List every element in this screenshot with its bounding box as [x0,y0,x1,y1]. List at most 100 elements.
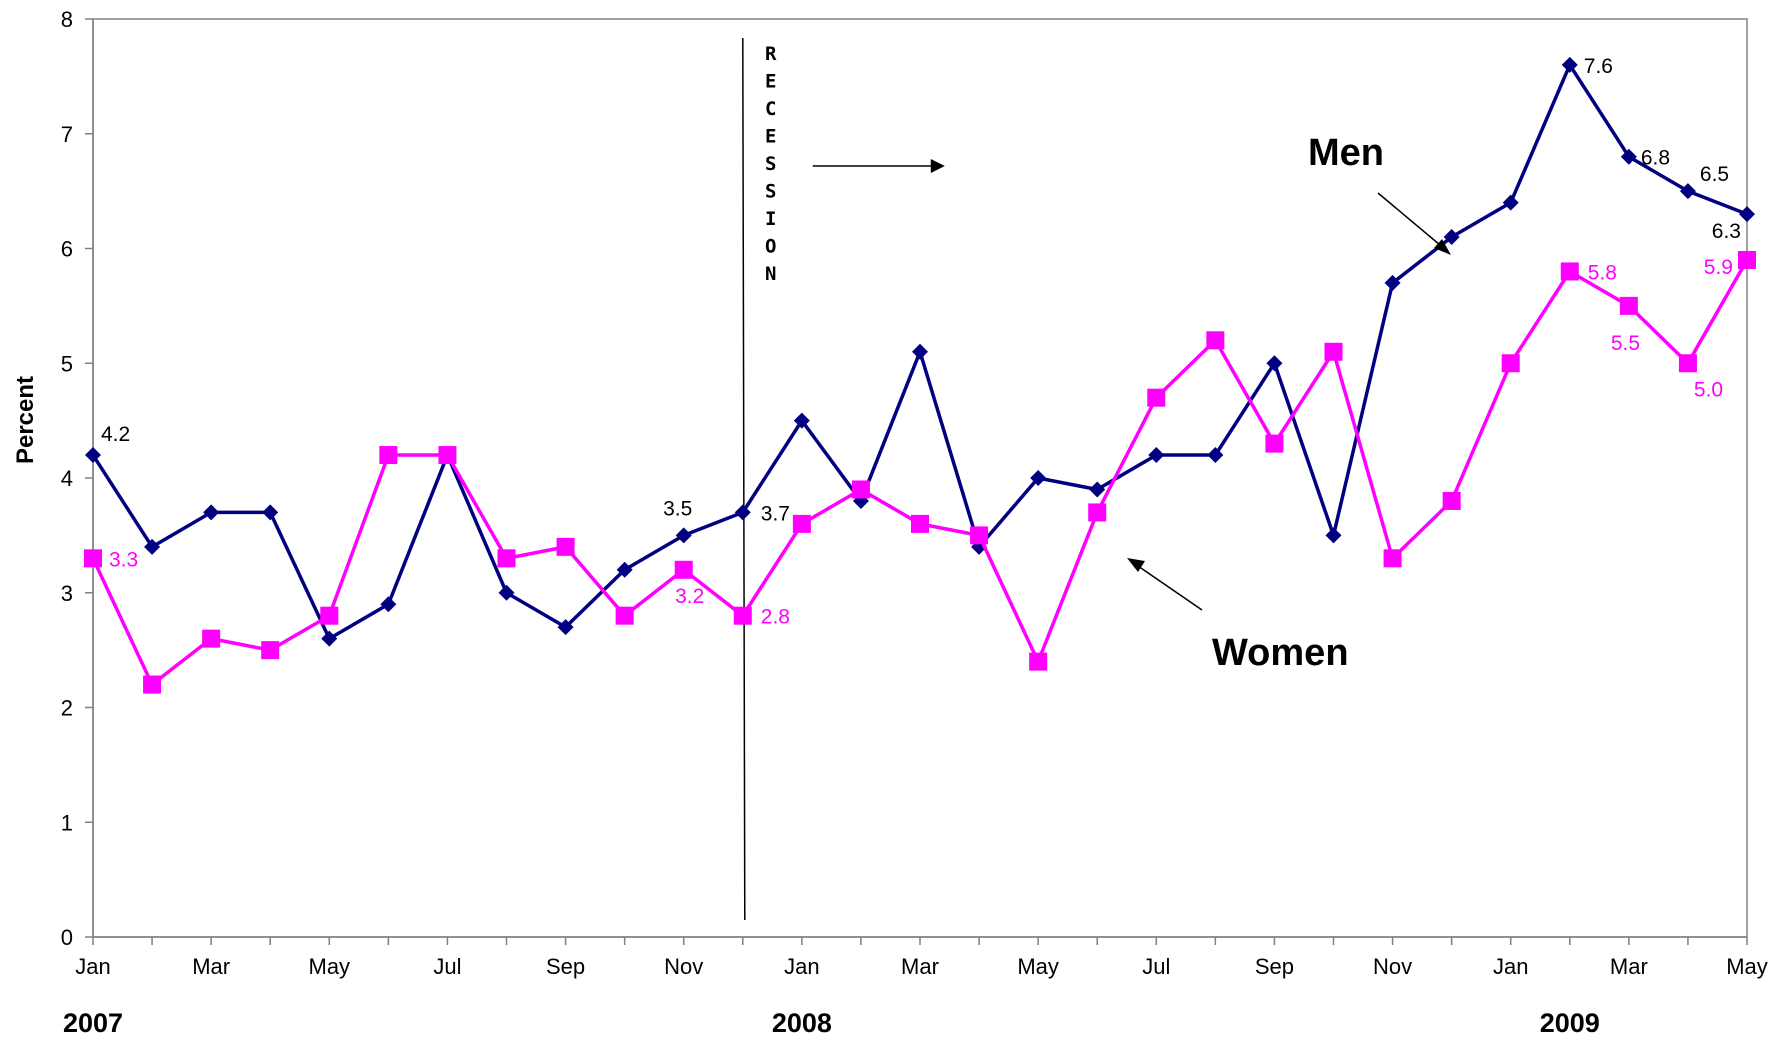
data-point [1678,354,1697,373]
series-callouts: Men Women [1127,132,1451,674]
data-point [1148,447,1165,464]
year-label: 2007 [63,1008,123,1038]
men-data-label: 6.5 [1700,163,1729,186]
y-tick-label: 2 [61,696,73,721]
data-point [1502,194,1519,211]
y-tick-label: 7 [61,122,73,147]
data-point [1325,527,1342,544]
recession-letter: S [765,181,776,203]
data-point [1207,447,1224,464]
data-point [1088,503,1107,522]
data-point [1561,56,1578,73]
data-point [1443,229,1460,246]
data-point [1738,250,1756,269]
men-data-label: 6.3 [1712,220,1741,243]
data-point [261,641,280,660]
data-point [1089,481,1106,498]
year-label: 2009 [1540,1008,1600,1038]
data-point [1739,206,1755,223]
women-arrow-head [1127,558,1145,572]
x-tick-label: May [309,954,351,979]
women-data-label: 5.0 [1694,378,1723,401]
data-point [320,606,339,625]
data-point [733,606,752,625]
recession-line [742,37,746,921]
men-data-label: 4.2 [101,423,130,446]
y-tick-label: 4 [61,466,73,491]
recession-letter: R [765,43,777,65]
women-data-label: 5.9 [1704,256,1733,279]
y-tick-label: 6 [61,237,73,262]
x-tick-label: Jan [1493,954,1528,979]
x-tick-label: Sep [546,954,585,979]
data-point [851,480,870,499]
series-layer [84,56,1756,694]
y-tick-label: 3 [61,581,73,606]
recession-letter: I [765,208,776,230]
y-axis: 0 1 2 3 4 5 6 7 8 [61,7,94,950]
data-point [1030,470,1047,486]
data-point [379,446,398,465]
data-point [557,619,574,636]
data-point [674,560,693,579]
data-point [616,561,633,578]
data-point [438,446,457,465]
y-tick-label: 8 [61,7,73,32]
recession-arrow-head [930,159,945,173]
women-data-label: 5.5 [1611,332,1640,355]
data-point [970,526,989,545]
y-axis-title: Percent [12,376,39,464]
data-point [1206,331,1225,350]
men-series-title: Men [1308,132,1384,174]
data-point [675,527,692,544]
data-labels: 4.2 3.5 3.7 7.6 6.8 6.5 6.3 3.3 3.2 2.8 5.8 5.5 5.0 5… [101,55,1741,629]
data-point [1619,296,1638,315]
data-point [1560,262,1579,281]
women-data-label: 3.2 [675,585,704,608]
data-point [262,504,279,521]
women-data-label: 5.8 [1588,261,1617,284]
recession-letter: S [765,153,776,175]
x-tick-label: Mar [192,954,230,979]
women-data-label: 3.3 [109,548,138,571]
recession-letter: E [765,71,776,93]
data-point [1265,434,1284,453]
data-point [1383,549,1402,568]
x-tick-label: Nov [664,954,703,979]
data-point [380,596,397,613]
data-point [1442,491,1461,510]
data-point [85,447,101,464]
recession-letter: C [765,98,776,120]
x-tick-label: Jul [433,954,461,979]
data-point [1501,354,1520,373]
data-point [202,629,221,648]
data-point [911,514,929,533]
data-point [1324,342,1343,361]
recession-letter: E [765,126,776,148]
data-point [615,606,634,625]
x-tick-label: Jan [784,954,819,979]
recession-letter: O [765,236,776,258]
plot-border [92,18,1748,938]
data-point [1029,652,1048,671]
data-point [498,584,515,601]
data-point [1266,355,1283,372]
data-point [556,537,575,556]
x-tick-label: Mar [1610,954,1648,979]
x-tick-label: Mar [901,954,939,979]
series-line [91,259,1749,687]
series-men [85,56,1755,647]
data-point [203,504,220,521]
data-point [143,675,162,694]
men-data-label: 6.8 [1641,147,1670,170]
men-data-label: 3.7 [761,502,790,525]
data-point [793,412,810,429]
data-point [792,514,811,533]
data-point [912,343,928,360]
men-arrow-head [1434,239,1451,255]
data-point [321,630,338,647]
data-point [1384,274,1401,291]
plot-frame [92,18,1748,938]
women-arrow-shaft [1137,565,1203,611]
